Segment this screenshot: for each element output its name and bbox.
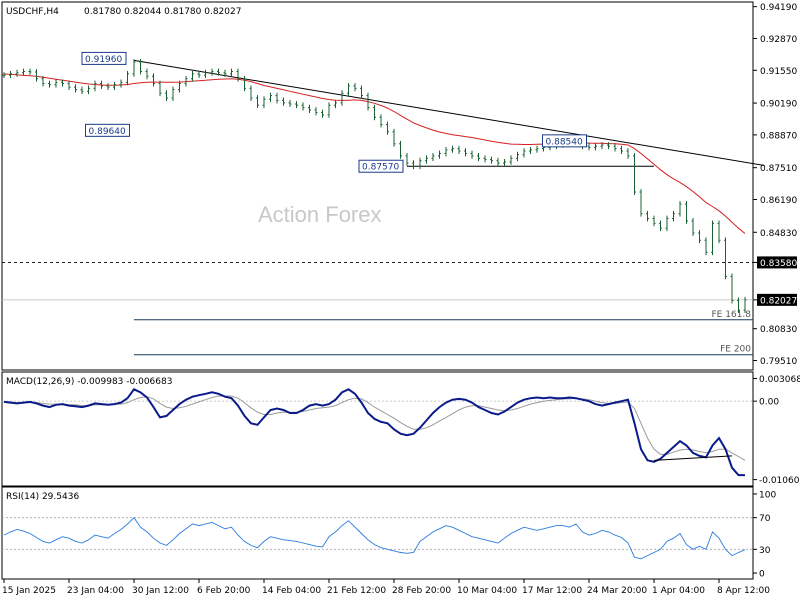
x-tick-label: 1 Apr 04:00 [652,586,705,596]
macd-y-axis: 0.003068 0.00 -0.010605 [753,375,800,486]
y-tick-label: 0.88870 [760,131,797,141]
y-tick-label: 0.83580 [760,259,797,269]
y-tick-label: 30 [759,546,771,556]
macd-layer [2,388,753,477]
y-tick-label: 0.84830 [760,229,797,239]
y-tick-label: 0.92870 [760,35,797,45]
macd-line [3,388,745,477]
x-tick-label: 8 Apr 12:00 [717,586,770,596]
price-annotation-label: 0.87570 [362,163,399,173]
price-annotation-box [81,51,127,65]
y-tick-label: 0.82027 [760,296,797,306]
fe-level-label: FE 161.8 [712,310,752,320]
fe-level-label: FE 200 [720,345,751,355]
y-tick-label: 0.91550 [760,67,797,77]
y-tick-label: 0.90190 [760,100,797,110]
x-tick-label: 6 Feb 20:00 [197,586,251,596]
y-tick-label: 0.94190 [760,3,797,13]
y-tick-label: 0.87510 [760,164,797,174]
rsi-title: RSI(14) 29.5436 [6,492,79,502]
macd-trendline [653,455,733,461]
price-header-symbol: USDCHF,H4 [6,7,59,17]
y-tick-label: 0 [759,570,765,580]
y-tick-label: 0.79510 [760,357,797,367]
y-tick-label: 0.003068 [759,375,800,385]
watermark: Action Forex [258,202,382,227]
rsi-layer [2,517,753,560]
price-panel[interactable] [1,1,754,371]
x-tick-label: 17 Mar 12:00 [522,586,582,596]
rsi-y-axis: 100 70 30 0 [753,490,776,580]
macd-panel[interactable] [1,371,754,487]
price-header-ohlc: 0.81780 0.82044 0.81780 0.82027 [84,7,241,17]
price-annotation-label: 0.89640 [89,127,126,137]
rsi-line [3,517,746,560]
price-layer: FE 161.8 FE 200 0.91960 0.89640 0.87570 0.885… [2,51,765,356]
x-tick-label: 10 Mar 04:00 [457,586,517,596]
x-tick-label: 14 Feb 04:00 [262,586,321,596]
macd-title: MACD(12,26,9) -0.009983 -0.006683 [6,377,172,387]
price-annotation-box [85,123,130,137]
x-tick-label: 21 Feb 12:00 [327,586,386,596]
price-annotation-label: 0.88540 [546,137,583,147]
rsi-panel[interactable] [1,486,754,580]
price-y-axis: 0.94190 0.92870 0.91550 0.90190 0.88870 0.875… [753,3,797,367]
x-tick-label: 24 Mar 20:00 [587,586,647,596]
x-tick-label: 28 Feb 20:00 [392,586,451,596]
price-annotation-label: 0.91960 [85,55,122,65]
y-tick-label: 0.80830 [760,325,797,335]
x-tick-label: 30 Jan 12:00 [132,586,189,596]
price-label-box [757,293,797,306]
y-tick-label: 100 [759,490,776,500]
price-annotation-box [358,159,404,173]
price-label-box [757,256,797,269]
y-tick-label: 0.00 [759,398,779,408]
time-axis: 15 Jan 2025 23 Jan 04:00 30 Jan 12:00 6 Feb… [2,579,770,596]
x-tick-label: 23 Jan 04:00 [67,586,124,596]
y-tick-label: -0.010605 [759,476,800,486]
resistance-trendline [133,59,765,167]
price-annotation-box [542,134,587,148]
y-tick-label: 70 [759,514,771,524]
x-tick-label: 15 Jan 2025 [2,586,56,596]
y-tick-label: 0.86190 [760,196,797,206]
macd-signal-line [3,395,746,461]
